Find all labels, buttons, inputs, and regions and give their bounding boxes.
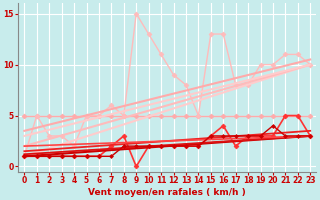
X-axis label: Vent moyen/en rafales ( km/h ): Vent moyen/en rafales ( km/h ) (88, 188, 246, 197)
